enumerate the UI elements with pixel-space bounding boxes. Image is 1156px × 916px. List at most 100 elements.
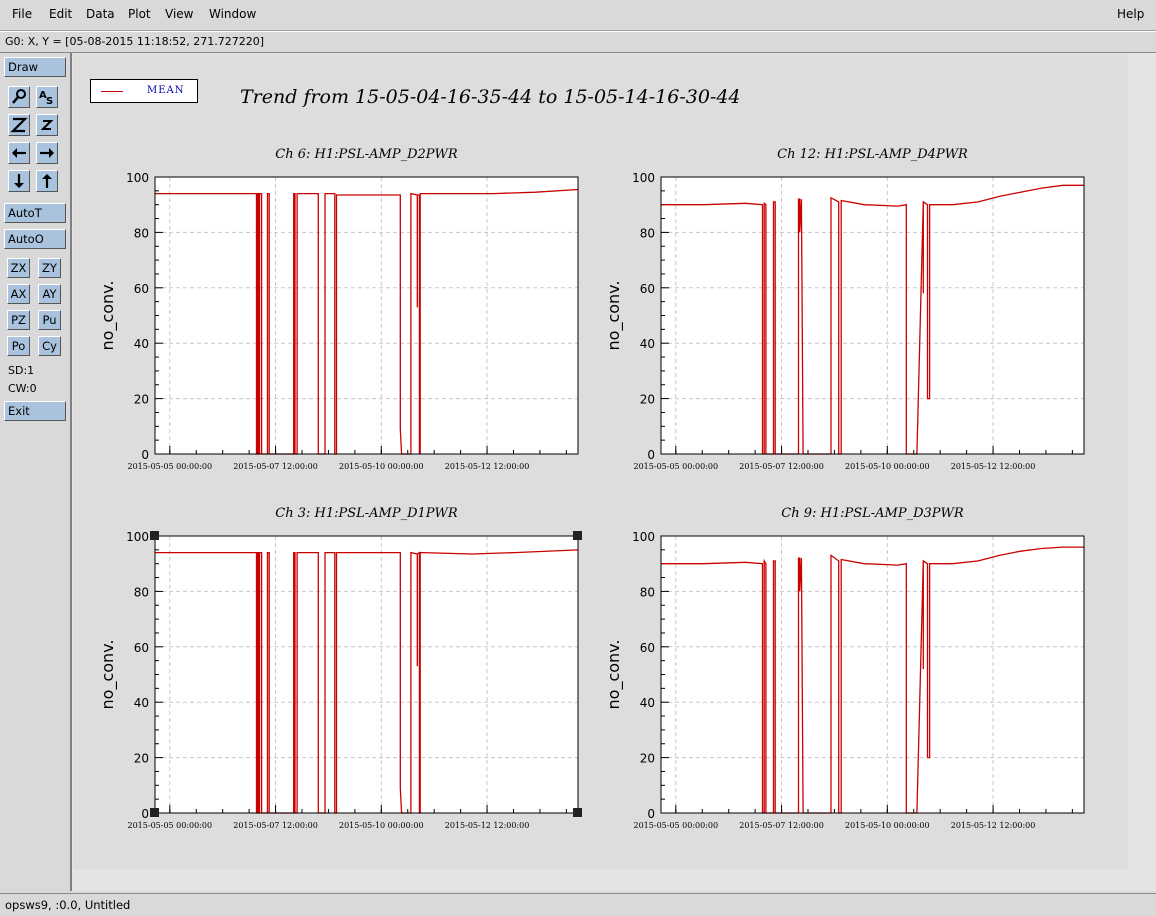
chart-2-ytick-label: 100 xyxy=(126,530,149,544)
chart-0-xtick-label: 2015-05-07 12:00:00 xyxy=(233,462,318,471)
autot-button[interactable]: AutoT xyxy=(4,203,66,223)
pu-button[interactable]: Pu xyxy=(38,310,61,330)
coordinate-readout: G0: X, Y = [05-08-2015 11:18:52, 271.727… xyxy=(5,35,265,48)
chart-0-ylabel: no_conv. xyxy=(98,281,118,351)
chart-2-ytick-label: 40 xyxy=(134,696,149,710)
chart-2-frame xyxy=(154,535,579,814)
arrow-down-icon[interactable] xyxy=(8,170,30,192)
chart-2-ytick-label: 80 xyxy=(134,585,149,599)
status-text: opsws9, :0.0, Untitled xyxy=(5,898,131,912)
chart-1-title: Ch 12: H1:PSL-AMP_D4PWR xyxy=(777,147,968,162)
chart-0-xtick-label: 2015-05-12 12:00:00 xyxy=(445,462,530,471)
chart-1-ytick-label: 100 xyxy=(632,171,655,185)
selection-handle xyxy=(150,531,159,540)
legend: MEAN xyxy=(90,79,198,103)
chart-1-series-line xyxy=(661,184,1084,455)
selection-handle xyxy=(573,531,582,540)
zoom-big-icon[interactable] xyxy=(8,114,30,136)
chart-1-background xyxy=(661,177,1084,454)
chart-1-ytick-label: 60 xyxy=(640,282,655,296)
chart-3-ytick-label: 100 xyxy=(632,530,655,544)
arrow-left-icon[interactable] xyxy=(8,142,30,164)
ax-button[interactable]: AX xyxy=(7,284,30,304)
coordinate-readout-bar: G0: X, Y = [05-08-2015 11:18:52, 271.727… xyxy=(0,31,1156,53)
chart-2-xtick-label: 2015-05-10 00:00:00 xyxy=(339,821,424,830)
chart-3-ylabel: no_conv. xyxy=(604,640,624,710)
chart-0-ytick-label: 40 xyxy=(134,337,149,351)
po-button[interactable]: Po xyxy=(7,336,30,356)
chart-1-xtick-label: 2015-05-07 12:00:00 xyxy=(739,462,824,471)
chart-1-ytick-label: 40 xyxy=(640,337,655,351)
chart-0-title: Ch 6: H1:PSL-AMP_D2PWR xyxy=(275,147,458,162)
cy-button[interactable]: Cy xyxy=(38,336,61,356)
page-title: Trend from 15-05-04-16-35-44 to 15-05-14… xyxy=(240,86,741,108)
chart-3-title: Ch 9: H1:PSL-AMP_D3PWR xyxy=(781,506,964,521)
menu-edit[interactable]: Edit xyxy=(49,7,73,21)
legend-swatch xyxy=(101,91,123,92)
ay-button[interactable]: AY xyxy=(38,284,61,304)
draw-button[interactable]: Draw xyxy=(4,57,66,77)
chart-2-title: Ch 3: H1:PSL-AMP_D1PWR xyxy=(275,506,458,521)
chart-0-xtick-label: 2015-05-05 00:00:00 xyxy=(128,462,213,471)
menu-data[interactable]: Data xyxy=(86,7,115,21)
statusbar: opsws9, :0.0, Untitled xyxy=(0,893,1156,916)
autoo-button[interactable]: AutoO xyxy=(4,229,66,249)
menu-help[interactable]: Help xyxy=(1117,7,1145,21)
chart-1-xtick-label: 2015-05-12 12:00:00 xyxy=(951,462,1036,471)
chart-3-ytick-label: 60 xyxy=(640,641,655,655)
chart-2-xtick-label: 2015-05-07 12:00:00 xyxy=(233,821,318,830)
chart-3-xtick-label: 2015-05-10 00:00:00 xyxy=(845,821,930,830)
pz-button[interactable]: PZ xyxy=(7,310,30,330)
chart-3-xtick-label: 2015-05-05 00:00:00 xyxy=(634,821,719,830)
cw-label: CW:0 xyxy=(8,382,37,395)
chart-1-frame xyxy=(660,176,1085,455)
chart-3-ytick-label: 40 xyxy=(640,696,655,710)
chart-1-xtick-label: 2015-05-10 00:00:00 xyxy=(845,462,930,471)
menu-file[interactable]: File xyxy=(12,7,33,21)
chart-1-ytick-label: 80 xyxy=(640,226,655,240)
arrow-up-icon[interactable] xyxy=(36,170,58,192)
menu-window[interactable]: Window xyxy=(209,7,257,21)
chart-0-ytick-label: 0 xyxy=(141,448,149,462)
selection-handle xyxy=(150,808,159,817)
chart-3-series-line xyxy=(661,546,1084,814)
chart-2-xtick-label: 2015-05-05 00:00:00 xyxy=(128,821,213,830)
arrow-right-icon[interactable] xyxy=(36,142,58,164)
menu-view[interactable]: View xyxy=(165,7,194,21)
chart-0-frame xyxy=(154,176,579,455)
chart-0-ytick-label: 80 xyxy=(134,226,149,240)
chart-3-frame xyxy=(660,535,1085,814)
chart-3-ytick-label: 0 xyxy=(647,807,655,821)
menu-plot[interactable]: Plot xyxy=(128,7,151,21)
sd-label: SD:1 xyxy=(8,364,35,377)
chart-2-xtick-label: 2015-05-12 12:00:00 xyxy=(445,821,530,830)
chart-2-ytick-label: 20 xyxy=(134,752,149,766)
chart-1-xtick-label: 2015-05-05 00:00:00 xyxy=(634,462,719,471)
chart-2-background xyxy=(155,536,578,813)
legend-label: MEAN xyxy=(147,85,185,96)
chart-2-ytick-label: 60 xyxy=(134,641,149,655)
exit-button[interactable]: Exit xyxy=(4,401,66,421)
zx-button[interactable]: ZX xyxy=(7,258,30,278)
magnify-icon[interactable] xyxy=(8,86,30,108)
chart-1-ytick-label: 20 xyxy=(640,393,655,407)
chart-0-ytick-label: 20 xyxy=(134,393,149,407)
chart-3-ytick-label: 20 xyxy=(640,752,655,766)
chart-0-ytick-label: 60 xyxy=(134,282,149,296)
chart-3-xtick-label: 2015-05-07 12:00:00 xyxy=(739,821,824,830)
menubar: File Edit Data Plot View Window Help xyxy=(0,0,1156,31)
chart-3-ytick-label: 80 xyxy=(640,585,655,599)
selection-handle xyxy=(573,808,582,817)
svg-text:A: A xyxy=(39,90,47,101)
chart-2-ytick-label: 0 xyxy=(141,807,149,821)
chart-0-background xyxy=(155,177,578,454)
chart-0-ytick-label: 100 xyxy=(126,171,149,185)
chart-1-ytick-label: 0 xyxy=(647,448,655,462)
chart-1-ylabel: no_conv. xyxy=(604,281,624,351)
zoom-small-icon[interactable] xyxy=(36,114,58,136)
chart-3-xtick-label: 2015-05-12 12:00:00 xyxy=(951,821,1036,830)
zy-button[interactable]: ZY xyxy=(38,258,61,278)
